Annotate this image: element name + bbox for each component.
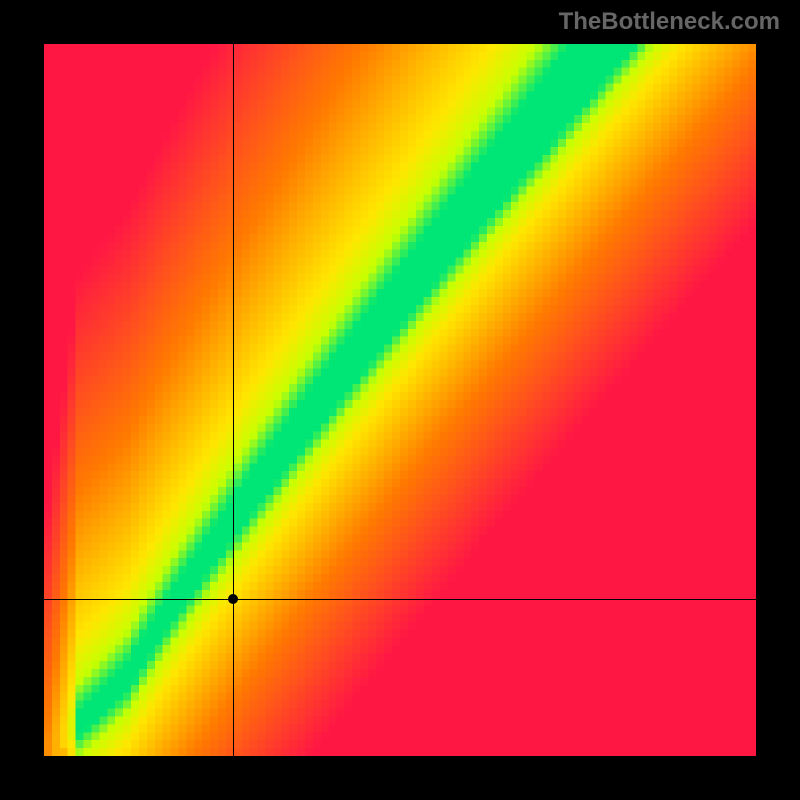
- plot-area: [44, 44, 756, 756]
- watermark-text: TheBottleneck.com: [559, 8, 780, 36]
- data-point-marker: [228, 594, 238, 604]
- crosshair-horizontal: [44, 599, 756, 600]
- crosshair-vertical: [233, 44, 234, 756]
- heatmap-canvas: [44, 44, 756, 756]
